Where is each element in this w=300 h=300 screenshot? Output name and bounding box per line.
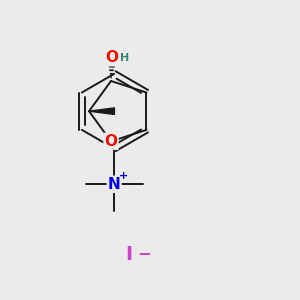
Text: N: N bbox=[108, 177, 121, 192]
Text: +: + bbox=[119, 171, 128, 181]
Text: O: O bbox=[106, 50, 119, 65]
Polygon shape bbox=[89, 108, 114, 115]
Text: O: O bbox=[104, 134, 118, 149]
Text: H: H bbox=[120, 53, 129, 63]
Text: −: − bbox=[138, 244, 152, 262]
Text: I: I bbox=[125, 245, 133, 264]
